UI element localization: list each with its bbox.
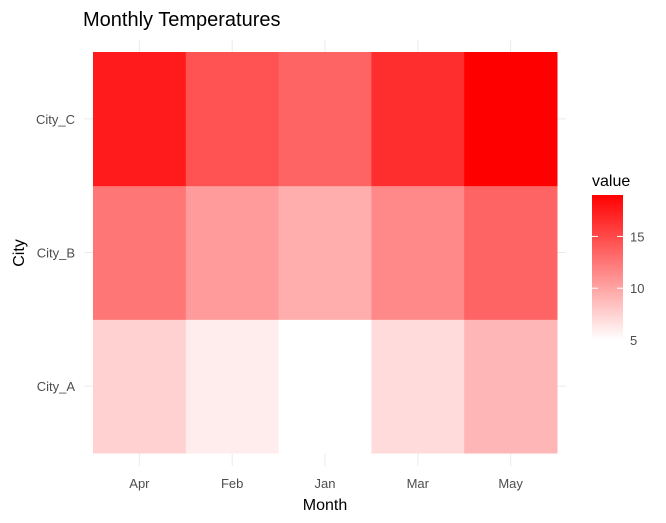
x-tick-label: Mar [407, 476, 430, 491]
heatmap-tile-city-c-feb [185, 52, 280, 187]
heatmap-tile-city-a-jan [278, 319, 372, 454]
legend-ticks: 5 10 15 [592, 229, 644, 348]
legend-colorbar [592, 195, 623, 340]
legend-tick-label: 5 [630, 333, 637, 348]
heatmap-tile-city-b-jan [278, 185, 372, 320]
heatmap-tile-city-b-mar [371, 185, 465, 320]
x-axis-tick-labels: Apr Feb Jan Mar May [129, 476, 523, 491]
heatmap-tile-city-c-apr [93, 52, 187, 187]
chart-title: Monthly Temperatures [83, 9, 281, 31]
y-axis-tick-labels: City_A City_B City_C [36, 112, 75, 394]
heatmap-tile-city-c-may [464, 52, 558, 187]
x-tick-label: Jan [315, 476, 336, 491]
x-tick-label: Feb [221, 476, 243, 491]
heatmap-tile-city-b-feb [185, 185, 280, 320]
heatmap-tile-city-b-apr [93, 185, 187, 320]
y-tick-label: City_C [36, 112, 75, 127]
x-tick-label: Apr [129, 476, 150, 491]
y-axis-title: City [11, 239, 28, 267]
y-tick-label: City_A [37, 379, 76, 394]
x-axis-title: Month [303, 497, 347, 514]
legend-tick-label: 10 [630, 281, 644, 296]
legend-title: value [592, 173, 630, 190]
heatmap-tile-city-a-mar [371, 319, 465, 454]
heatmap-tile-city-a-apr [93, 319, 187, 454]
x-tick-label: May [498, 476, 523, 491]
heatmap-tiles [93, 52, 558, 454]
heatmap-tile-city-a-feb [185, 319, 280, 454]
y-tick-label: City_B [37, 246, 75, 261]
heatmap-tile-city-c-mar [371, 52, 465, 187]
legend-tick-label: 15 [630, 229, 644, 244]
heatmap-tile-city-c-jan [278, 52, 372, 187]
heatmap-tile-city-b-may [464, 185, 558, 320]
heatmap-tile-city-a-may [464, 319, 558, 454]
color-legend: value 5 10 15 [592, 173, 644, 348]
